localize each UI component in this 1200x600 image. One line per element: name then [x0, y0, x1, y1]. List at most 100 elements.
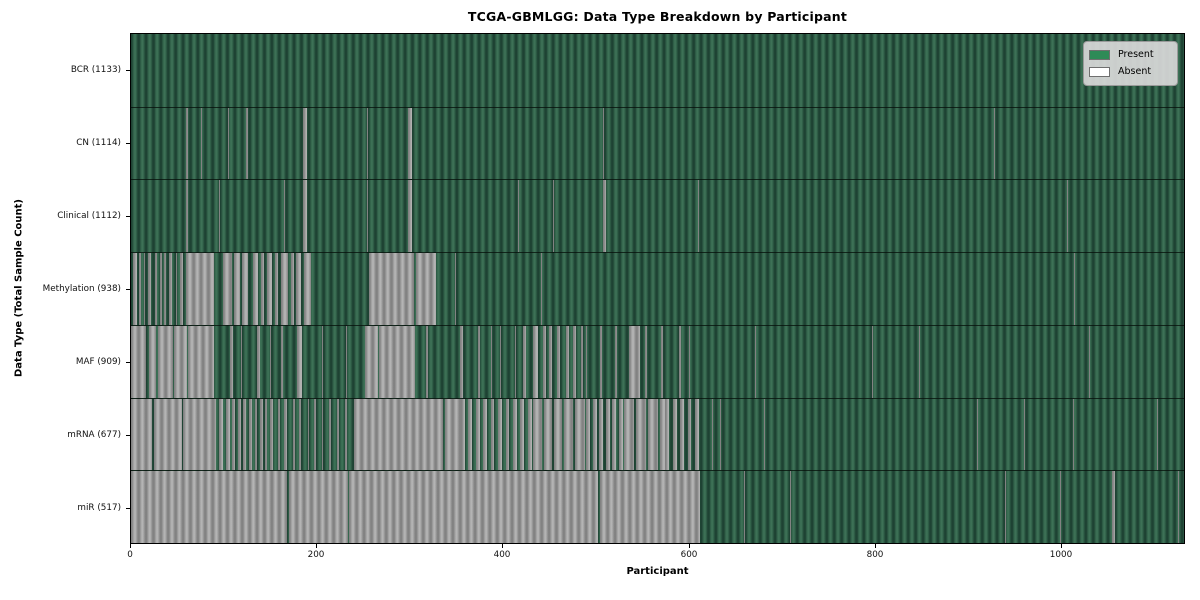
- absent-segment: [939, 253, 941, 325]
- y-tick-label-maf: MAF (909): [75, 356, 121, 367]
- absent-segment: [490, 325, 492, 398]
- absent-segment: [337, 398, 340, 471]
- absent-segment: [314, 398, 316, 471]
- absent-segment: [368, 253, 415, 325]
- absent-segment: [227, 107, 229, 180]
- y-tick-mark: [126, 70, 130, 71]
- absent-segment: [505, 398, 510, 471]
- absent-segment: [241, 253, 249, 325]
- absent-segment: [299, 398, 302, 471]
- absent-segment: [552, 180, 554, 253]
- absent-segment: [223, 253, 233, 325]
- absent-segment: [483, 398, 487, 471]
- absent-segment: [618, 398, 623, 471]
- absent-segment: [680, 398, 684, 471]
- absent-segment: [592, 398, 597, 471]
- absent-segment: [1004, 471, 1006, 543]
- absent-segment: [1089, 325, 1091, 398]
- absent-segment: [230, 325, 234, 398]
- x-tick-mark: [875, 544, 876, 548]
- absent-segment: [159, 253, 162, 325]
- absent-segment: [711, 398, 713, 471]
- absent-segment: [288, 471, 348, 543]
- absent-segment: [290, 253, 294, 325]
- absent-segment: [665, 398, 670, 471]
- absent-segment: [1073, 398, 1075, 471]
- absent-segment: [183, 398, 213, 471]
- x-tick-label-600: 600: [680, 550, 698, 560]
- absent-segment: [1060, 471, 1062, 543]
- x-tick-mark: [1061, 544, 1062, 548]
- y-tick-label-clinical: Clinical (1112): [57, 210, 121, 221]
- absent-segment: [246, 107, 249, 180]
- legend-label-absent: Absent: [1118, 66, 1152, 77]
- absent-segment: [600, 325, 603, 398]
- absent-segment: [580, 325, 583, 398]
- absent-segment: [644, 325, 647, 398]
- absent-segment: [219, 398, 223, 471]
- absent-segment: [266, 253, 273, 325]
- absent-segment: [344, 398, 347, 471]
- y-tick-label-mrna: mRNA (677): [67, 429, 121, 440]
- x-tick-label-1000: 1000: [1049, 550, 1073, 560]
- absent-segment: [131, 398, 153, 471]
- absent-segment: [1178, 471, 1180, 543]
- absent-segment: [660, 325, 663, 398]
- absent-segment: [871, 325, 873, 398]
- legend: Present Absent: [1083, 41, 1178, 86]
- row-clinical: [131, 179, 1184, 253]
- absent-segment: [460, 398, 465, 471]
- absent-segment: [260, 398, 263, 471]
- absent-segment: [763, 398, 765, 471]
- absent-segment: [1066, 180, 1068, 253]
- row-methylation: [131, 252, 1184, 325]
- absent-segment: [261, 253, 264, 325]
- absent-segment: [586, 325, 588, 398]
- absent-segment: [328, 398, 331, 471]
- absent-segment: [132, 253, 137, 325]
- absent-segment: [517, 180, 519, 253]
- absent-segment: [257, 325, 261, 398]
- absent-segment: [514, 325, 516, 398]
- absent-segment: [599, 398, 604, 471]
- absent-segment: [270, 325, 272, 398]
- row-bcr: [131, 34, 1184, 107]
- absent-segment: [302, 107, 307, 180]
- absent-segment: [296, 253, 302, 325]
- absent-segment: [297, 325, 302, 398]
- legend-item-absent: Absent: [1089, 63, 1171, 80]
- absent-segment: [527, 398, 532, 471]
- row-maf: [131, 324, 1184, 398]
- absent-segment: [600, 471, 700, 543]
- absent-segment: [185, 253, 214, 325]
- absent-segment: [1157, 398, 1158, 471]
- absent-segment: [490, 398, 495, 471]
- absent-segment: [407, 107, 412, 180]
- absent-segment: [303, 253, 312, 325]
- absent-segment: [533, 325, 539, 398]
- absent-segment: [789, 471, 791, 543]
- absent-segment: [292, 398, 295, 471]
- absent-segment: [284, 180, 286, 253]
- absent-segment: [1112, 471, 1116, 543]
- absent-segment: [553, 398, 563, 471]
- absent-segment: [243, 398, 247, 471]
- absent-segment: [498, 398, 502, 471]
- absent-segment: [455, 253, 457, 325]
- absent-segment: [623, 398, 634, 471]
- absent-segment: [744, 471, 746, 543]
- absent-segment: [573, 325, 577, 398]
- absent-segment: [379, 325, 416, 398]
- chart-title: TCGA-GBMLGG: Data Type Breakdown by Part…: [467, 9, 848, 24]
- x-tick-label-0: 0: [127, 550, 133, 560]
- legend-label-present: Present: [1118, 49, 1154, 60]
- row-mir: [131, 470, 1184, 543]
- absent-segment: [212, 398, 217, 471]
- absent-segment: [345, 325, 347, 398]
- legend-item-present: Present: [1089, 46, 1171, 63]
- absent-segment: [635, 398, 646, 471]
- absent-segment: [647, 398, 658, 471]
- absent-segment: [164, 253, 167, 325]
- absent-segment: [237, 398, 241, 471]
- absent-segment: [523, 325, 526, 398]
